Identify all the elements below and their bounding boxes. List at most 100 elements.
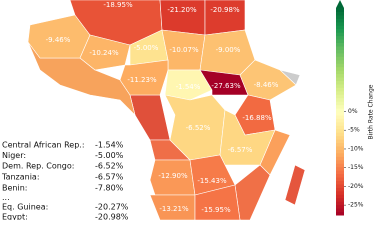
- region-label: -6.52%: [186, 124, 211, 132]
- region-label: -6.57%: [228, 146, 253, 154]
- list-name: Benin:: [2, 184, 27, 193]
- region-label: -9.46%: [46, 36, 71, 44]
- colorbar-segment: [336, 139, 344, 144]
- colorbar-segment: [336, 45, 344, 50]
- colorbar-segment: [336, 156, 344, 161]
- colorbar-tick-label: -10%: [348, 145, 364, 152]
- country: [194, 184, 241, 220]
- colorbar-segment: [336, 59, 344, 64]
- list-name: ...: [2, 193, 10, 202]
- region-label: -20.98%: [210, 6, 240, 14]
- list-name: Central African Rep.:: [2, 141, 85, 150]
- list-value: -1.54%: [95, 141, 124, 150]
- region-label: -5.00%: [134, 44, 159, 52]
- colorbar-segment: [336, 194, 344, 199]
- colorbar-segment: [336, 49, 344, 54]
- colorbar-segment: [336, 104, 344, 109]
- colorbar-segment: [336, 63, 344, 68]
- colorbar-segment: [336, 90, 344, 95]
- region-label: -15.43%: [197, 177, 227, 185]
- colorbar-segment: [336, 204, 344, 209]
- region-label: -10.07%: [169, 46, 199, 54]
- colorbar-segment: [336, 42, 344, 47]
- colorbar-segment: [336, 146, 344, 150]
- region-label: -10.24%: [89, 49, 119, 57]
- colorbar-segment: [336, 163, 344, 168]
- colorbar-segment: [336, 190, 344, 195]
- map: [27, 41, 306, 220]
- list-value: -20.98%: [95, 213, 129, 221]
- colorbar-tick-label: 0%: [348, 108, 358, 115]
- colorbar-segment: [336, 208, 344, 213]
- colorbar-segment: [336, 180, 344, 185]
- colorbar-segment: [336, 21, 344, 26]
- region-label: -8.46%: [254, 81, 279, 89]
- region-label: -13.21%: [159, 205, 189, 213]
- colorbar-segment: [336, 166, 344, 171]
- colorbar-segment: [336, 66, 344, 71]
- region-label: -18.95%: [103, 1, 133, 9]
- country: [284, 164, 306, 206]
- colorbar-label: Birth Rate Change: [368, 84, 375, 139]
- colorbar-segment: [336, 77, 344, 81]
- colorbar-segment: [336, 14, 344, 19]
- colorbar-segment: [336, 94, 344, 99]
- list-value: -6.52%: [95, 162, 124, 171]
- colorbar-tick-label: -25%: [348, 202, 364, 209]
- colorbar-segment: [336, 121, 344, 126]
- colorbar-segment: [336, 108, 344, 112]
- region-label: -12.90%: [158, 172, 188, 180]
- colorbar-segment: [336, 142, 344, 147]
- colorbar-segment: [336, 18, 344, 23]
- colorbar-segment: [336, 201, 344, 206]
- colorbar-segment: [336, 39, 344, 43]
- colorbar-extend: [336, 0, 344, 8]
- colorbar-segment: [336, 97, 344, 102]
- country: [129, 94, 171, 141]
- list-name: Tanzania:: [1, 173, 40, 182]
- region-label: -21.20%: [167, 6, 197, 14]
- colorbar-segment: [336, 211, 344, 216]
- list-name: Dem. Rep. Congo:: [2, 162, 74, 171]
- colorbar-segment: [336, 70, 344, 75]
- region-label: -11.23%: [127, 76, 157, 84]
- colorbar-segment: [336, 28, 344, 33]
- regions: [27, 0, 297, 220]
- colorbar-segment: [336, 83, 344, 88]
- region-labels: -9.46% -18.95% -21.20% -20.98% -10.24% -…: [46, 1, 279, 214]
- map-figure: -9.46% -18.95% -21.20% -20.98% -10.24% -…: [1, 0, 375, 221]
- colorbar-segment: [336, 114, 344, 119]
- colorbar-segment: [336, 73, 344, 78]
- country: [234, 164, 271, 220]
- colorbar-segment: [336, 56, 344, 61]
- colorbar-tick-label: -20%: [348, 183, 364, 190]
- colorbar-segment: [336, 132, 344, 137]
- colorbar-segment: [336, 183, 344, 188]
- country: [79, 34, 131, 71]
- colorbar-tick-label: -5%: [348, 127, 360, 134]
- list-value: -6.57%: [95, 173, 124, 182]
- colorbar-segment: [336, 25, 344, 30]
- colorbar-segment: [336, 152, 344, 157]
- colorbar-segment: [336, 80, 344, 85]
- region-label: -16.88%: [242, 114, 272, 122]
- region-label: -15.95%: [201, 206, 231, 214]
- colorbar-segment: [336, 159, 344, 164]
- colorbar-segment: [336, 87, 344, 92]
- colorbar-segment: [336, 128, 344, 133]
- colorbar-segment: [336, 101, 344, 106]
- ranking-list: Central African Rep.: -1.54% Niger: -5.00% D…: [1, 141, 129, 221]
- colorbar-segment: [336, 173, 344, 178]
- colorbar-segment: [336, 125, 344, 130]
- colorbar-segment: [336, 170, 344, 175]
- region-label: -1.54%: [176, 83, 201, 91]
- colorbar-tick-label: -15%: [348, 164, 364, 171]
- list-value: -5.00%: [95, 151, 124, 160]
- country: [199, 69, 249, 96]
- colorbar: Birth Rate Change 0% -5% -10% -15% -20% -25%: [336, 0, 375, 216]
- country: [119, 59, 169, 96]
- country: [189, 154, 236, 196]
- list-value: -20.27%: [95, 203, 129, 212]
- colorbar-segment: [336, 149, 344, 154]
- country: [149, 194, 196, 220]
